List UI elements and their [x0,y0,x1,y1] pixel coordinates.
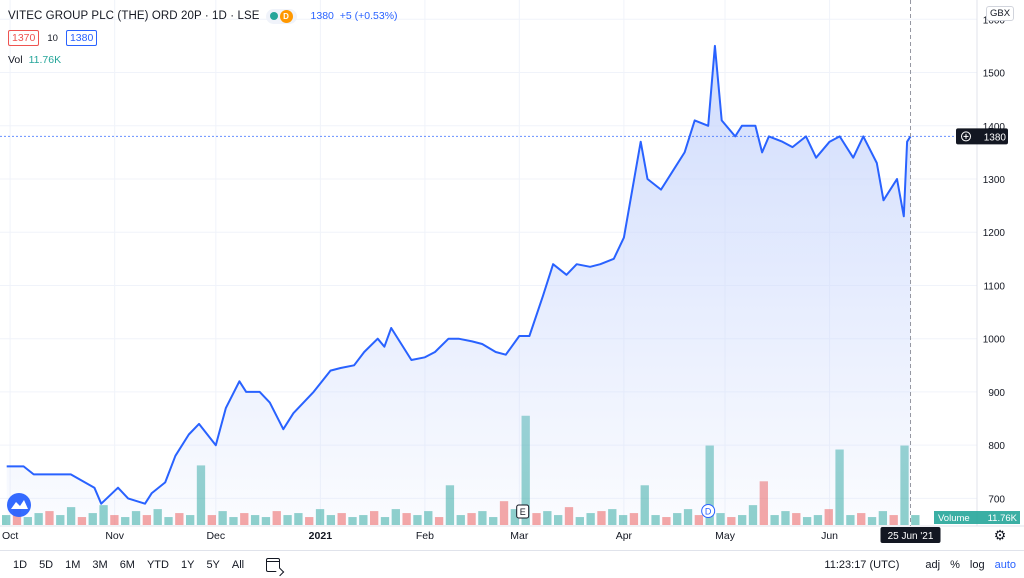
price-change-value: +5 (+0.53%) [339,10,398,22]
x-tick-label: May [715,530,736,542]
chart-legend: VITEC GROUP PLC (THE) ORD 20P · 1D · LSE… [8,8,398,66]
symbol-title[interactable]: VITEC GROUP PLC (THE) ORD 20P · 1D · LSE [8,10,260,22]
last-price-value: 1380 [310,10,334,22]
range-6m-button[interactable]: 6M [119,558,135,571]
buy-price-button[interactable]: 1380 [65,30,98,46]
y-tick-label: 1100 [983,281,1005,292]
bid-ask-row: 1370 10 1380 [8,30,398,46]
hover-date-label: 25 Jun '21 [888,531,934,542]
x-tick-label: Oct [2,530,18,542]
x-tick-label: Jun [821,530,838,542]
x-tick-label: Dec [206,530,225,542]
y-tick-label: 1200 [983,228,1006,239]
dividend-marker-label: D [705,507,712,517]
volume-axis-label: Volume [938,513,970,524]
y-tick-label: 700 [988,494,1005,505]
range-5y-button[interactable]: 5Y [206,558,220,571]
legend-last-price: 1380 +5 (+0.53%) [311,10,398,22]
go-to-date-calendar-icon[interactable] [266,557,281,572]
y-tick-label: 1300 [983,175,1006,186]
legend-header: VITEC GROUP PLC (THE) ORD 20P · 1D · LSE… [8,8,398,24]
volume-legend-label[interactable]: Vol [8,54,23,66]
percent-scale-toggle[interactable]: % [950,558,960,571]
range-ytd-button[interactable]: YTD [146,558,169,571]
settings-gear-icon[interactable]: ⚙ [993,527,1007,543]
sell-price-button[interactable]: 1370 [8,30,40,46]
range-3m-button[interactable]: 3M [92,558,108,571]
spread-value: 10 [47,32,58,44]
range-5d-button[interactable]: 5D [39,558,54,571]
dividend-marker-icon[interactable] [701,504,716,518]
volume-legend-value: 11.76K [28,54,62,66]
x-tick-label: Apr [616,530,633,542]
currency-label[interactable]: GBX [986,6,1015,21]
adjust-toggle[interactable]: adj [925,558,941,571]
range-1m-button[interactable]: 1M [65,558,81,571]
y-tick-label: 1400 [983,122,1006,133]
price-line[interactable] [6,44,912,505]
range-all-button[interactable]: All [231,558,245,571]
current-price-label: 1380 [984,132,1007,143]
x-tick-label: Nov [105,530,124,542]
volume-axis-tag [934,511,1020,524]
earnings-marker-label: E [520,507,526,517]
earnings-marker-icon[interactable] [516,504,530,519]
logo-mountain-shape [11,500,28,509]
range-1d-button[interactable]: 1D [13,558,28,571]
x-tick-label: Mar [510,530,529,542]
volume-legend: Vol 11.76K [8,54,398,66]
y-tick-label: 1000 [983,335,1006,346]
volume-bar [2,515,11,525]
volume-axis-value: 11.76K [988,513,1018,524]
utc-clock[interactable]: 11:23:17 (UTC) [824,558,900,571]
y-tick-label: 800 [988,441,1005,452]
y-tick-label: 1500 [983,69,1006,80]
hover-date-tag [880,527,941,543]
bottom-toolbar: 1D 5D 1M 3M 6M YTD 1Y 5Y All 11:23:17 (U… [0,550,1024,578]
x-tick-label: 2021 [309,530,333,542]
add-alert-plus-icon[interactable] [961,131,971,142]
volume-bar [911,515,920,525]
y-tick-label: 900 [988,388,1005,399]
auto-scale-toggle[interactable]: auto [994,558,1016,571]
log-scale-toggle[interactable]: log [969,558,985,571]
price-area-fill [6,45,911,526]
range-1y-button[interactable]: 1Y [180,558,195,571]
market-status-dot-icon [269,12,278,20]
market-status-badge[interactable]: D [265,8,297,24]
data-delay-badge: D [279,9,293,23]
x-tick-label: Feb [416,530,434,542]
